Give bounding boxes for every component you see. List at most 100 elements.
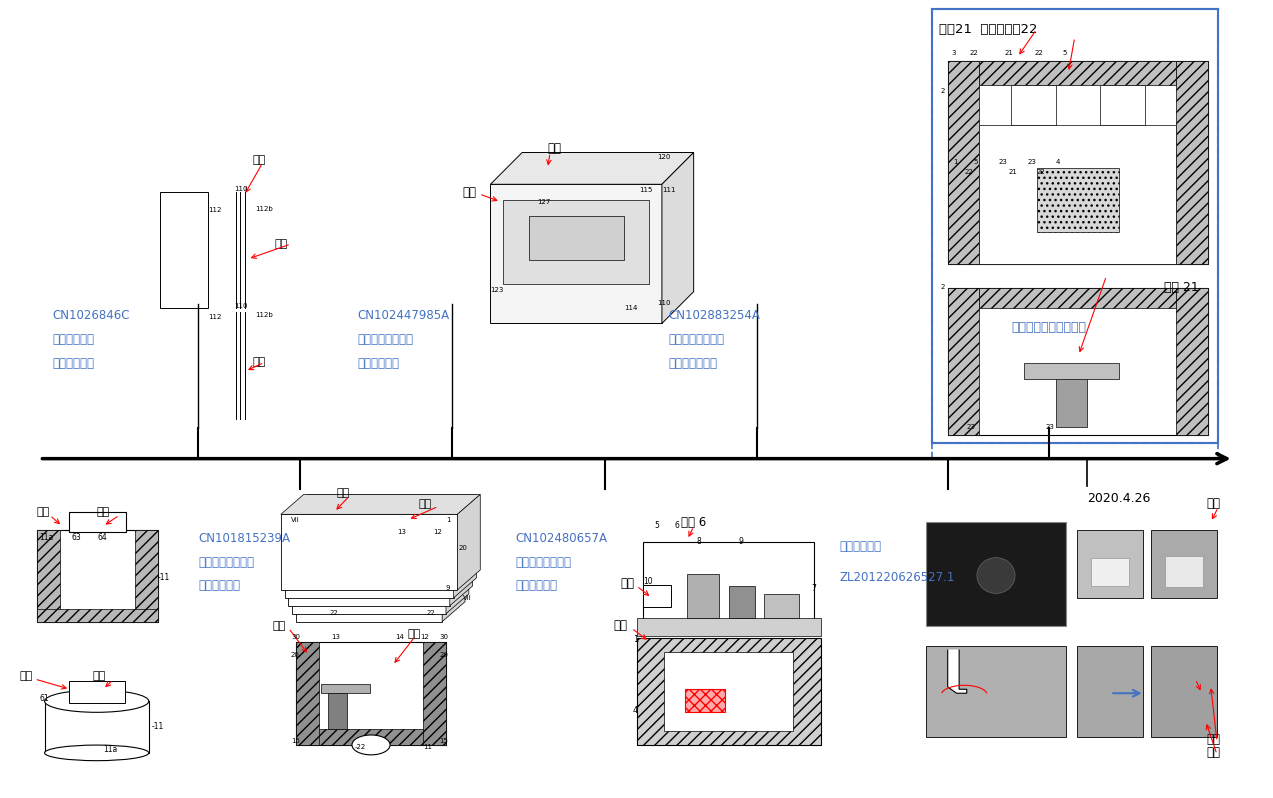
- Text: 声孔: 声孔: [547, 142, 561, 155]
- Text: 凹槽: 凹槽: [337, 488, 350, 498]
- Text: 112b: 112b: [256, 312, 274, 318]
- Text: 110: 110: [657, 300, 671, 306]
- Text: 22: 22: [969, 49, 978, 56]
- Bar: [927, 646, 1066, 737]
- Text: （驳回，未授权）: （驳回，未授权）: [668, 333, 724, 346]
- Bar: [1100, 85, 1144, 124]
- Text: （撤回，未授权）: （撤回，未授权）: [516, 555, 572, 568]
- Bar: [729, 586, 755, 618]
- Text: 2: 2: [939, 284, 945, 290]
- Bar: [297, 642, 320, 745]
- Text: 123: 123: [490, 286, 504, 293]
- Bar: [423, 642, 446, 745]
- Text: 112: 112: [209, 207, 222, 213]
- Text: 30: 30: [292, 634, 300, 640]
- Text: 112b: 112b: [256, 206, 274, 211]
- Text: CN102883254A: CN102883254A: [668, 309, 760, 322]
- Bar: [322, 684, 369, 693]
- Text: 120: 120: [657, 154, 670, 160]
- Bar: [1023, 363, 1119, 379]
- Text: VII: VII: [462, 595, 471, 601]
- Bar: [160, 192, 209, 307]
- Bar: [37, 609, 158, 622]
- Text: 11a: 11a: [103, 745, 117, 754]
- Bar: [297, 514, 442, 622]
- Bar: [764, 594, 799, 618]
- Text: 声孔 6: 声孔 6: [681, 516, 707, 529]
- Text: 日本星电公司: 日本星电公司: [52, 357, 94, 369]
- Text: 凹槽: 凹槽: [272, 621, 286, 630]
- Text: 13: 13: [332, 634, 341, 640]
- Text: 22: 22: [1036, 169, 1045, 175]
- Text: 声孔: 声孔: [253, 357, 266, 366]
- Text: 61: 61: [39, 694, 50, 703]
- Bar: [135, 530, 158, 622]
- Polygon shape: [449, 495, 472, 606]
- Text: CN102447985A: CN102447985A: [356, 309, 449, 322]
- Bar: [528, 216, 624, 260]
- Text: 15: 15: [292, 737, 300, 744]
- Bar: [1011, 85, 1055, 124]
- Bar: [636, 638, 821, 745]
- Bar: [1077, 530, 1143, 598]
- Text: 22: 22: [1034, 49, 1043, 56]
- Text: 声孔21  延伸阻挡部22: 声孔21 延伸阻挡部22: [938, 22, 1037, 36]
- Text: 声孔: 声孔: [407, 629, 421, 638]
- Text: 64: 64: [98, 533, 108, 542]
- Ellipse shape: [351, 735, 390, 755]
- Text: （期限届满）: （期限届满）: [52, 333, 94, 346]
- Text: 112: 112: [209, 314, 222, 321]
- Bar: [643, 542, 815, 622]
- Bar: [285, 514, 453, 598]
- Text: CN101815239A: CN101815239A: [199, 531, 290, 545]
- Text: 凹槽: 凹槽: [614, 619, 628, 632]
- Polygon shape: [490, 152, 694, 184]
- Text: 20: 20: [458, 545, 467, 551]
- Text: 无锡芯奥微传感: 无锡芯奥微传感: [668, 357, 717, 369]
- Bar: [45, 701, 149, 753]
- Ellipse shape: [976, 558, 1015, 594]
- Text: 21: 21: [1004, 49, 1013, 56]
- Bar: [281, 514, 457, 590]
- Text: 12: 12: [433, 529, 442, 535]
- Polygon shape: [289, 495, 472, 514]
- Polygon shape: [453, 495, 476, 598]
- Polygon shape: [457, 495, 480, 590]
- Text: 韩国宝星公司: 韩国宝星公司: [516, 579, 558, 592]
- Bar: [1055, 371, 1087, 427]
- Text: 凹槽: 凹槽: [37, 507, 50, 517]
- Text: 13: 13: [397, 529, 406, 535]
- Text: 11: 11: [423, 744, 432, 750]
- Text: 20: 20: [439, 653, 448, 658]
- Text: 1: 1: [446, 517, 451, 523]
- Text: 22: 22: [330, 610, 337, 616]
- Bar: [927, 522, 1066, 626]
- Bar: [685, 689, 726, 712]
- Bar: [1165, 555, 1203, 587]
- Bar: [1151, 530, 1217, 598]
- Text: 凹槽: 凹槽: [1207, 733, 1221, 746]
- Bar: [979, 124, 1176, 264]
- Bar: [37, 530, 60, 622]
- Text: 63: 63: [71, 533, 81, 542]
- Text: 歌尔涉案专利: 歌尔涉案专利: [840, 539, 882, 553]
- Text: 11a: 11a: [39, 533, 53, 542]
- Text: 111: 111: [662, 188, 676, 193]
- Text: 1: 1: [952, 160, 957, 165]
- Text: CN102480657A: CN102480657A: [516, 531, 607, 545]
- Bar: [687, 574, 719, 618]
- Text: -11: -11: [151, 722, 163, 731]
- Text: 声孔: 声孔: [19, 671, 32, 681]
- Text: 声孔: 声孔: [97, 507, 109, 517]
- Text: 30: 30: [439, 634, 448, 640]
- Polygon shape: [293, 495, 468, 514]
- Bar: [665, 652, 793, 731]
- Text: 1: 1: [633, 634, 638, 643]
- Text: 21: 21: [1008, 169, 1017, 175]
- Bar: [1176, 61, 1208, 264]
- Text: -22: -22: [354, 744, 365, 750]
- Text: 4: 4: [1055, 160, 1060, 165]
- Text: 12: 12: [420, 634, 429, 640]
- Text: 韩国宝星公司: 韩国宝星公司: [356, 357, 398, 369]
- Text: 22: 22: [426, 610, 435, 616]
